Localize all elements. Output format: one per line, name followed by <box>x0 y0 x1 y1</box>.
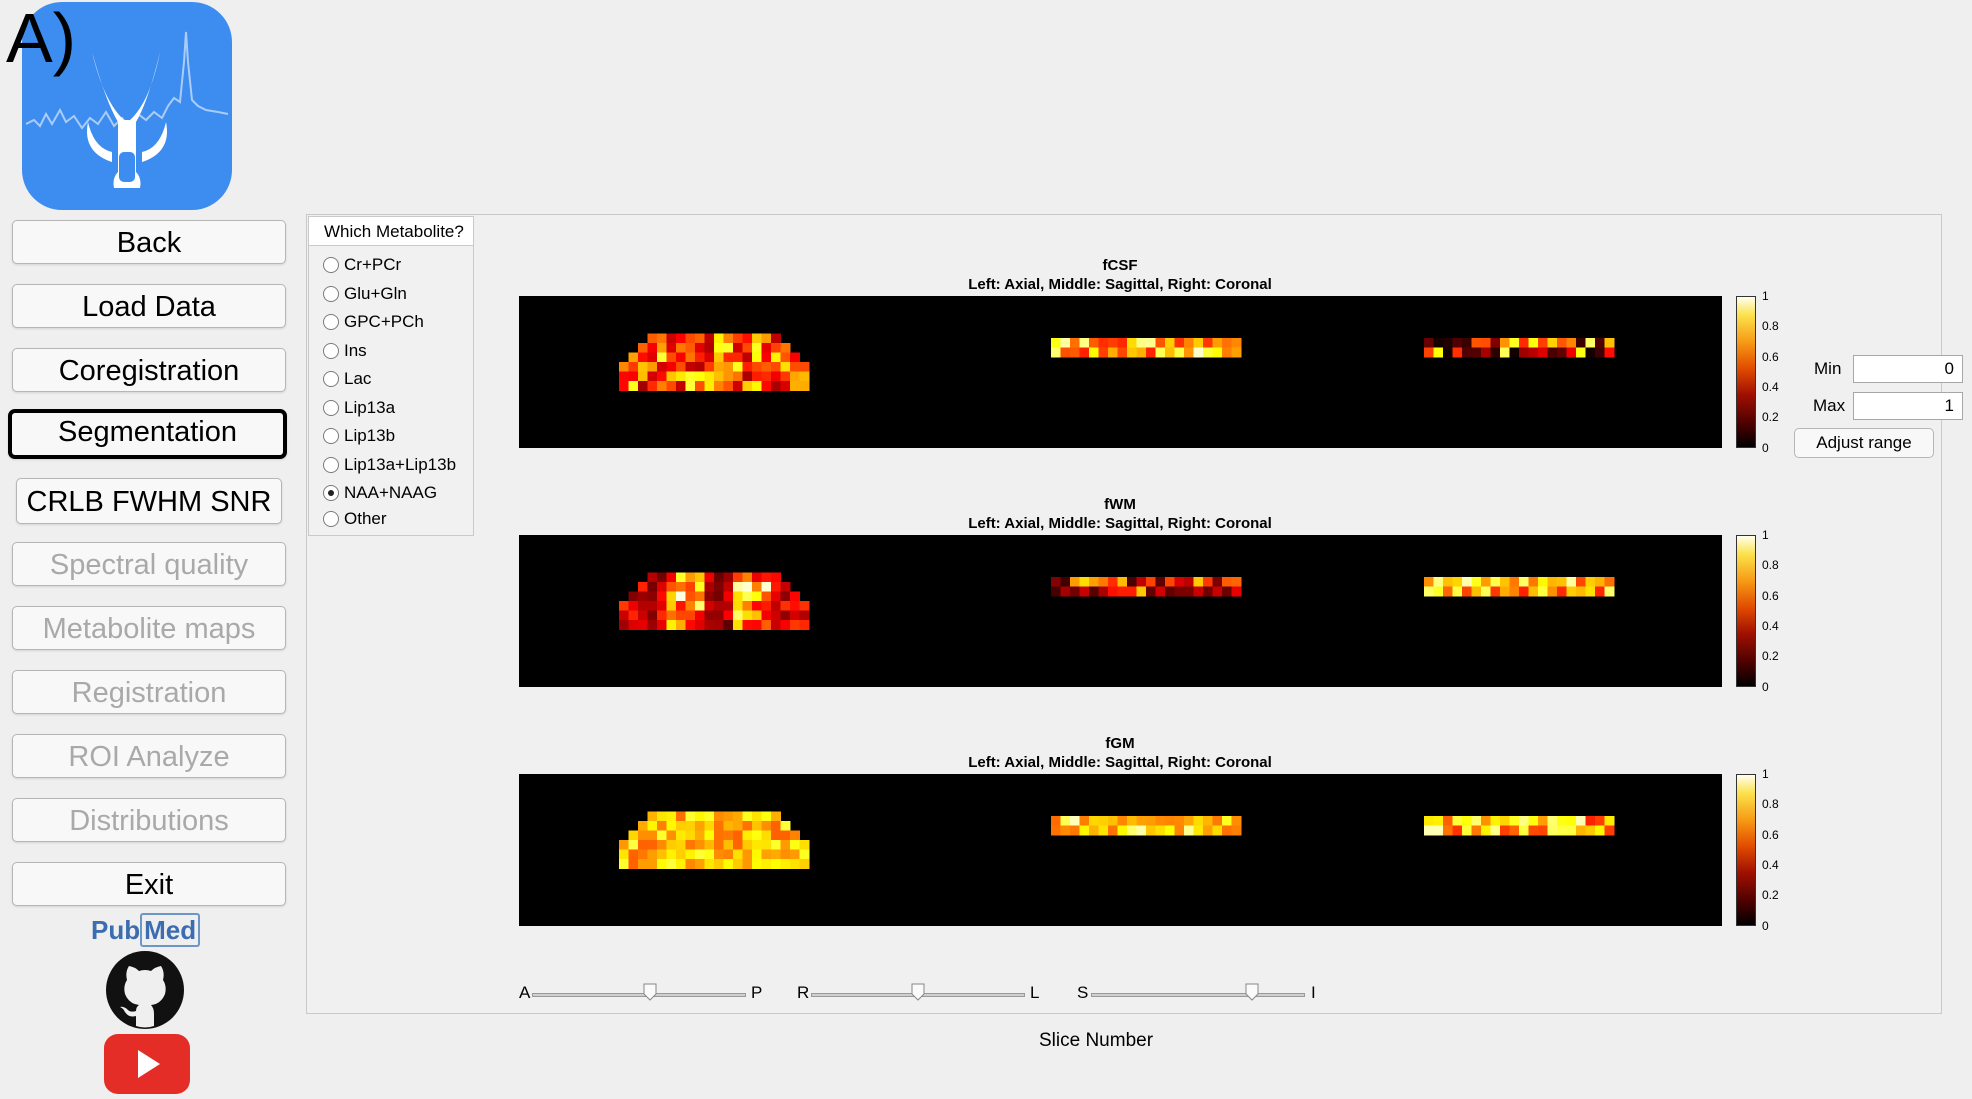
colorbar-fcsf <box>1736 296 1756 448</box>
pubmed-text-b: Med <box>140 913 201 947</box>
radio-button-selected-icon[interactable] <box>323 485 339 501</box>
distributions-button[interactable]: Distributions <box>12 798 286 842</box>
plot-subtitle: Left: Axial, Middle: Sagittal, Right: Co… <box>968 515 1272 532</box>
slider-si-end-label: I <box>1311 983 1316 1002</box>
min-label: Min <box>1814 359 1842 378</box>
slider-ap-track[interactable] <box>532 993 746 997</box>
exit-button[interactable]: Exit <box>12 862 286 906</box>
colorbar-tick: 0 <box>1762 680 1769 694</box>
radio-button-icon[interactable] <box>323 286 339 302</box>
radio-other[interactable]: Other <box>323 507 387 531</box>
slider-si-thumb[interactable] <box>1245 983 1259 1001</box>
slider-si-start-label: S <box>1077 983 1089 1002</box>
plot-name: fCSF <box>1102 257 1138 274</box>
slider-rl-end-label: L <box>1030 983 1040 1002</box>
colorbar-tick: 1 <box>1762 528 1769 542</box>
colorbar-tick: 0.6 <box>1762 350 1779 364</box>
colorbar-tick: 0.6 <box>1762 828 1779 842</box>
radio-lac[interactable]: Lac <box>323 367 371 391</box>
radio-button-icon[interactable] <box>323 257 339 273</box>
coregistration-button[interactable]: Coregistration <box>12 348 286 392</box>
radio-lip13a-lip13b[interactable]: Lip13a+Lip13b <box>323 453 456 477</box>
pubmed-link[interactable]: Pub Med <box>91 913 201 947</box>
plot-title-fwm: fWM Left: Axial, Middle: Sagittal, Right… <box>880 495 1360 533</box>
colorbar-tick: 0.8 <box>1762 797 1779 811</box>
radio-button-icon[interactable] <box>323 400 339 416</box>
heatmap-fgm <box>519 774 1722 926</box>
segmentation-button[interactable]: Segmentation <box>8 409 287 459</box>
max-label: Max <box>1813 396 1846 415</box>
slider-rl-start-label: R <box>797 983 810 1002</box>
load-data-button[interactable]: Load Data <box>12 284 286 328</box>
heatmap-image <box>619 572 1615 630</box>
registration-button[interactable]: Registration <box>12 670 286 714</box>
slider-si-track[interactable] <box>1091 993 1305 997</box>
radio-button-icon[interactable] <box>323 428 339 444</box>
colorbar-tick: 0.4 <box>1762 858 1779 872</box>
plot-title-fgm: fGM Left: Axial, Middle: Sagittal, Right… <box>880 734 1360 772</box>
max-input[interactable]: 1 <box>1853 392 1963 420</box>
metabolite-maps-button[interactable]: Metabolite maps <box>12 606 286 650</box>
panel-label: A) <box>6 0 76 77</box>
radio-button-icon[interactable] <box>323 371 339 387</box>
plot-subtitle: Left: Axial, Middle: Sagittal, Right: Co… <box>968 276 1272 293</box>
colorbar-tick: 0.8 <box>1762 319 1779 333</box>
colorbar-tick: 0.2 <box>1762 410 1779 424</box>
plot-subtitle: Left: Axial, Middle: Sagittal, Right: Co… <box>968 754 1272 771</box>
colorbar-tick: 0 <box>1762 441 1769 455</box>
colorbar-tick: 0.4 <box>1762 380 1779 394</box>
radio-cr-pcr[interactable]: Cr+PCr <box>323 253 401 277</box>
radio-button-icon[interactable] <box>323 457 339 473</box>
colorbar-tick: 1 <box>1762 767 1769 781</box>
radio-naa-naag[interactable]: NAA+NAAG <box>323 481 437 505</box>
colorbar-tick: 0.2 <box>1762 649 1779 663</box>
colorbar-fgm <box>1736 774 1756 926</box>
plot-name: fGM <box>1105 735 1135 752</box>
heatmap-image <box>619 333 1615 391</box>
adjust-range-button[interactable]: Adjust range <box>1794 428 1934 458</box>
heatmap-fwm <box>519 535 1722 687</box>
heatmap-image <box>619 811 1615 869</box>
colorbar-tick: 0.6 <box>1762 589 1779 603</box>
slider-ap-start-label: A <box>519 983 531 1002</box>
pubmed-text-a: Pub <box>91 915 141 945</box>
metabolite-selector: Which Metabolite? Cr+PCr Glu+Gln GPC+PCh… <box>308 216 474 536</box>
spectrum-antelope-icon <box>25 31 229 188</box>
min-input[interactable]: 0 <box>1853 355 1963 383</box>
heatmap-fcsf <box>519 296 1722 448</box>
slider-rl-thumb[interactable] <box>911 983 925 1001</box>
colorbar-tick: 0.4 <box>1762 619 1779 633</box>
slider-ap-end-label: P <box>751 983 763 1002</box>
crlb-fwhm-snr-button[interactable]: CRLB FWHM SNR <box>16 478 282 524</box>
radio-button-icon[interactable] <box>323 314 339 330</box>
spectral-quality-button[interactable]: Spectral quality <box>12 542 286 586</box>
colorbar-tick: 0.2 <box>1762 888 1779 902</box>
colorbar-fwm <box>1736 535 1756 687</box>
roi-analyze-button[interactable]: ROI Analyze <box>12 734 286 778</box>
github-icon[interactable] <box>105 950 185 1030</box>
slider-ap-thumb[interactable] <box>643 983 657 1001</box>
radio-ins[interactable]: Ins <box>323 339 367 363</box>
plot-title-fcsf: fCSF Left: Axial, Middle: Sagittal, Righ… <box>880 256 1360 294</box>
slice-number-label: Slice Number <box>1039 1030 1154 1051</box>
back-button[interactable]: Back <box>12 220 286 264</box>
radio-lip13b[interactable]: Lip13b <box>323 424 395 448</box>
radio-lip13a[interactable]: Lip13a <box>323 396 395 420</box>
radio-gpc-pch[interactable]: GPC+PCh <box>323 310 424 334</box>
app-logo <box>22 2 232 210</box>
youtube-icon[interactable] <box>104 1034 190 1094</box>
metabolite-selector-title: Which Metabolite? <box>324 222 464 241</box>
colorbar-tick: 0 <box>1762 919 1769 933</box>
radio-button-icon[interactable] <box>323 343 339 359</box>
radio-glu-gln[interactable]: Glu+Gln <box>323 282 407 306</box>
colorbar-tick: 0.8 <box>1762 558 1779 572</box>
colorbar-tick: 1 <box>1762 289 1769 303</box>
radio-button-icon[interactable] <box>323 511 339 527</box>
plot-name: fWM <box>1104 496 1136 513</box>
